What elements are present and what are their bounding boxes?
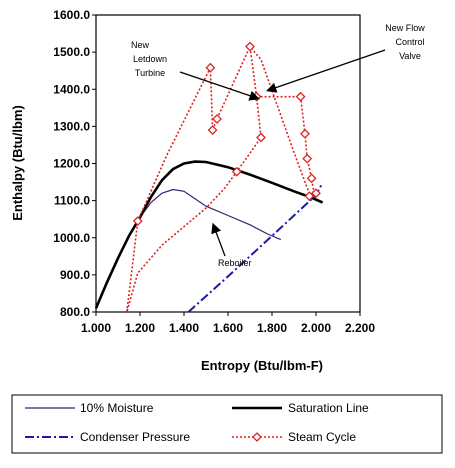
series-saturation-line-line — [94, 160, 324, 309]
steam-cycle-marker — [245, 41, 255, 52]
y-tick-label: 1600.0 — [53, 8, 90, 22]
y-axis-title: Enthalpy (Btu/lbm) — [10, 105, 25, 221]
plot-area — [95, 14, 361, 313]
reboiler-arrow — [211, 222, 226, 257]
steam-cycle-marker — [302, 153, 313, 164]
legend-label-saturation-line: Saturation Line — [288, 401, 369, 415]
steam-cycle-marker — [205, 62, 216, 73]
y-tick-label: 1500.0 — [53, 45, 90, 59]
steam-cycle-marker — [212, 114, 222, 124]
y-tick-label: 1300.0 — [53, 119, 90, 133]
y-tick-label: 1200.0 — [53, 157, 90, 171]
legend: 10% Moisture Saturation Line Condenser Pre… — [11, 394, 443, 454]
steam-cycle-marker — [306, 173, 317, 184]
x-tick-label: 1.800 — [257, 321, 287, 335]
x-tick-label: 1.200 — [125, 321, 155, 335]
steam-cycle-marker — [311, 188, 321, 199]
flow-control-valve-arrow — [265, 49, 386, 93]
y-tick-label: 800.0 — [60, 305, 90, 319]
x-tick-label: 2.000 — [301, 321, 331, 335]
y-tick-label: 1100.0 — [54, 194, 90, 208]
x-axis-title: Entropy (Btu/lbm-F) — [201, 358, 323, 373]
letdown-turbine-arrow — [179, 71, 260, 101]
legend-items: 10% Moisture Saturation Line Condenser Pre… — [25, 401, 369, 444]
x-tick-label: 2.200 — [345, 321, 375, 335]
annotation-layer: New Letdown Turbine New Flow Control Valve Reb… — [131, 23, 425, 268]
steam-cycle-marker — [132, 216, 143, 226]
legend-label-condenser-pressure: Condenser Pressure — [80, 430, 190, 444]
annotation-label: Turbine — [135, 68, 165, 78]
axes-layer: 800.0 900.0 1000.0 1100.0 1200.0 1300.0 1400.0… — [53, 8, 375, 335]
x-tick-label: 1.000 — [81, 321, 111, 335]
y-tick-label: 1400.0 — [53, 82, 90, 96]
x-tick-label: 1.600 — [213, 321, 243, 335]
annotation-label-reboiler: Reboiler — [218, 258, 252, 268]
steam-cycle-marker — [207, 125, 218, 136]
steam-cycle-marker — [300, 128, 310, 139]
annotation-label: New Flow — [385, 23, 425, 33]
annotation-label: Control — [395, 37, 424, 47]
legend-label-moisture-10pct: 10% Moisture — [80, 401, 154, 415]
x-tick-label: 1.400 — [169, 321, 199, 335]
legend-frame — [11, 394, 443, 454]
steam-cycle-marker — [256, 132, 266, 143]
y-tick-label: 900.0 — [60, 268, 90, 282]
steam-cycle-marker — [295, 91, 306, 102]
legend-swatch-marker — [252, 432, 262, 442]
annotation-label: Valve — [399, 51, 421, 61]
annotation-label: New — [131, 40, 150, 50]
annotation-label: Letdown — [133, 54, 167, 64]
y-tick-label: 1000.0 — [53, 231, 90, 245]
steam-cycle-marker — [231, 166, 242, 177]
steam-cycle-marker — [304, 191, 315, 202]
legend-label-steam-cycle: Steam Cycle — [288, 430, 356, 444]
